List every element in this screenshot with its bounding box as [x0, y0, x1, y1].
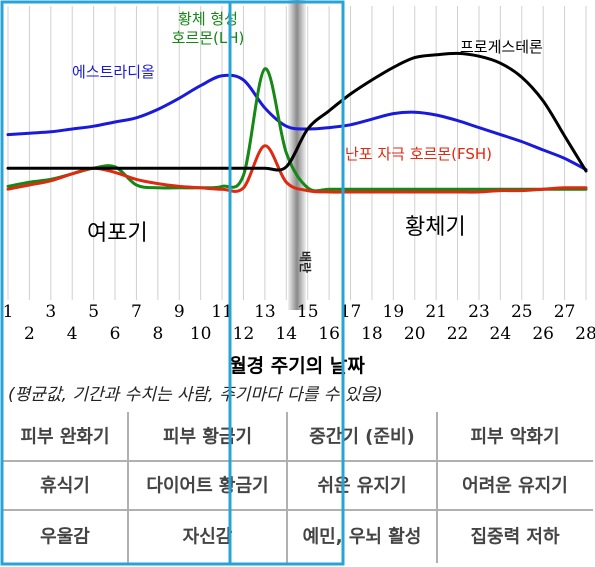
table-cell: 우울감: [40, 527, 90, 548]
highlight-frame-middle: [228, 0, 345, 566]
x-tick-label: 17: [340, 302, 362, 322]
x-tick-label: 7: [131, 302, 142, 322]
x-tick-label: 24: [490, 324, 512, 344]
hormone-curves: [6, 51, 588, 194]
x-tick-label: 27: [554, 302, 576, 322]
ovulation-label: 배란: [298, 251, 313, 273]
x-tick-label: 1: [3, 302, 14, 322]
series-label-lh-line1: 황체 형성: [178, 10, 238, 28]
table-cell: 피부 완화기: [20, 427, 109, 448]
table-cell: 어려운 유지기: [462, 476, 568, 497]
x-tick-label: 13: [254, 302, 276, 322]
x-tick-label: 6: [110, 324, 121, 344]
table-cell: 쉬운 유지기: [317, 476, 406, 497]
x-tick-label: 23: [468, 302, 490, 322]
table-cell: 예민, 우뇌 활성: [303, 527, 422, 548]
x-tick-label: 25: [511, 302, 533, 322]
x-tick-label: 18: [361, 324, 383, 344]
x-tick-label: 3: [45, 302, 56, 322]
x-tick-label: 11: [211, 302, 233, 322]
ovulation-band: 배란: [288, 0, 313, 310]
phase-label-follicular: 여포기: [87, 221, 148, 246]
estradiol-line: [6, 73, 588, 172]
series-label-progesterone: 프로게스테론: [460, 38, 543, 56]
x-tick-label: 9: [174, 302, 185, 322]
table-cell: 집중력 저하: [470, 527, 560, 548]
table-cell: 휴식기: [40, 476, 90, 497]
x-tick-label: 15: [297, 302, 319, 322]
table-cell: 다이어트 황금기: [146, 476, 268, 497]
x-tick-labels: 1 3 5 7 9 11 13 15 17 19 21 23 25 272 4 6 8 10 12 14 16 18 20 2…: [3, 302, 595, 344]
table-cell: 피부 악화기: [470, 427, 559, 448]
x-tick-label: 20: [404, 324, 426, 344]
series-label-estradiol: 에스트라디올: [72, 63, 155, 81]
x-tick-label: 14: [275, 324, 297, 344]
x-tick-label: 21: [425, 302, 447, 322]
x-tick-label: 2: [24, 324, 35, 344]
x-tick-label: 16: [318, 324, 340, 344]
series-label-fsh: 난포 자극 호르몬(FSH): [345, 145, 492, 163]
table-cell: 피부 황금기: [163, 427, 252, 448]
table-cell: 자신감: [183, 527, 233, 548]
series-label-lh-line2: 호르몬(LH): [172, 29, 245, 47]
x-tick-label: 5: [88, 302, 99, 322]
x-tick-label: 4: [67, 324, 78, 344]
x-tick-label: 10: [190, 324, 212, 344]
x-axis-label: 월경 주기의 날짜: [229, 355, 365, 377]
table-cell: 중간기 (준비): [309, 427, 415, 448]
ovulation-bar: [288, 0, 306, 310]
phase-label-luteal: 황체기: [405, 215, 466, 240]
x-tick-label: 8: [152, 324, 163, 344]
x-tick-label: 28: [575, 324, 595, 344]
x-tick-label: 19: [383, 302, 405, 322]
chart-note: (평균값, 기간과 수치는 사람, 주기마다 다를 수 있음): [8, 385, 383, 405]
progesterone-line: [6, 51, 588, 173]
x-tick-label: 12: [233, 324, 255, 344]
x-tick-label: 26: [532, 324, 554, 344]
x-tick-label: 22: [447, 324, 469, 344]
